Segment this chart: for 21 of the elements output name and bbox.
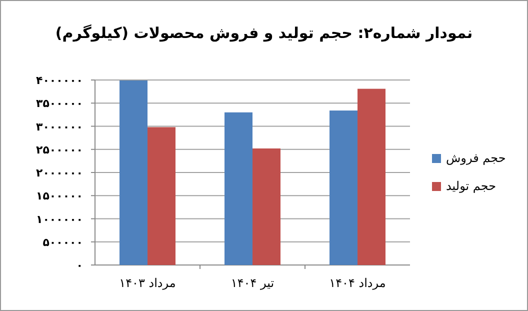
chart-title: نمودار شماره۲: حجم تولید و فروش محصولات (کیلوگرم) xyxy=(55,24,473,42)
bar xyxy=(358,88,386,265)
y-tick-label: ۲۵۰۰۰۰۰ xyxy=(36,143,83,156)
y-tick-label: ۵۰۰۰۰۰ xyxy=(42,236,83,249)
y-tick-label: ۲۰۰۰۰۰۰ xyxy=(36,166,83,180)
x-tick-label: مرداد ۱۴۰۳ xyxy=(119,276,176,290)
bar xyxy=(224,112,252,265)
y-tick-label: ۴۰۰۰۰۰۰ xyxy=(36,74,83,87)
legend-label: حجم تولید xyxy=(446,179,496,193)
y-tick-label: ۳۵۰۰۰۰۰ xyxy=(36,97,83,110)
y-tick-label: ۱۰۰۰۰۰۰ xyxy=(36,212,83,226)
x-tick-label: تیر ۱۴۰۴ xyxy=(230,276,274,290)
bar xyxy=(252,148,280,265)
x-tick-label: مرداد ۱۴۰۴ xyxy=(329,276,386,290)
y-tick-label: ۰ xyxy=(76,259,83,272)
bar xyxy=(148,127,176,265)
legend-label: حجم فروش xyxy=(446,151,506,165)
bar xyxy=(120,80,148,265)
bar xyxy=(330,110,358,265)
y-tick-label: ۱۵۰۰۰۰۰ xyxy=(36,190,83,203)
y-tick-label: ۳۰۰۰۰۰۰ xyxy=(36,120,83,134)
